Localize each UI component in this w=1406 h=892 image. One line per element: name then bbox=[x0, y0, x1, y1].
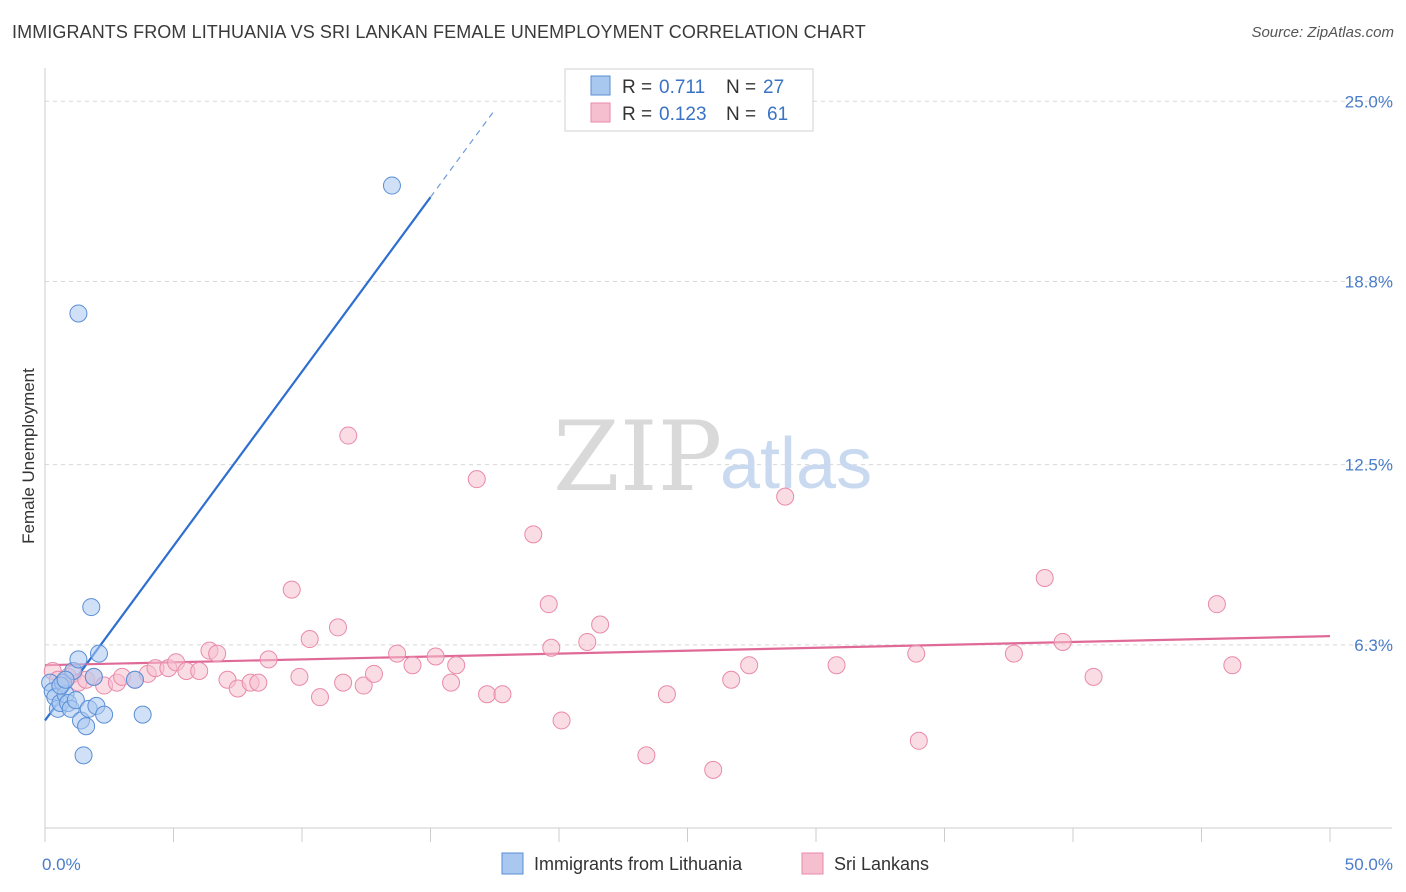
lithuania-point bbox=[125, 670, 144, 689]
sri-lankan-point bbox=[282, 580, 301, 599]
sri-lankan-point bbox=[310, 688, 329, 707]
sri-lankan-point bbox=[722, 670, 741, 689]
grid-layer bbox=[45, 100, 1392, 646]
chart-title: IMMIGRANTS FROM LITHUANIA VS SRI LANKAN … bbox=[12, 22, 866, 42]
sri-lankan-trendline bbox=[44, 635, 1331, 667]
y-tick-label: 25.0% bbox=[1345, 92, 1393, 111]
legend-swatch-sri-lankans bbox=[590, 102, 611, 123]
legend-swatch-lithuania bbox=[590, 75, 611, 96]
lithuania-point bbox=[69, 650, 88, 669]
sri-lankan-point bbox=[704, 760, 723, 779]
y-axis-label: Female Unemployment bbox=[19, 368, 38, 544]
sri-lankan-point bbox=[208, 644, 227, 663]
top-legend: R = 0.711 N = 27 R = 0.123 N = 61 bbox=[564, 68, 814, 132]
y-tick-label: 6.3% bbox=[1354, 636, 1393, 655]
x-tick-label-max: 50.0% bbox=[1345, 855, 1393, 874]
sri-lankan-point bbox=[1035, 569, 1054, 587]
sri-lankan-point bbox=[388, 644, 407, 663]
sri-lankan-point bbox=[334, 673, 353, 692]
sri-lankan-point bbox=[740, 656, 759, 675]
lithuania-point bbox=[56, 670, 75, 689]
sri-lankan-point bbox=[591, 615, 610, 634]
sri-lankan-point bbox=[339, 426, 358, 445]
sri-lankan-point bbox=[542, 638, 561, 657]
y-tick-label: 18.8% bbox=[1345, 272, 1393, 291]
sri-lankan-point bbox=[552, 711, 571, 730]
legend-r-label-1: R = bbox=[622, 77, 652, 98]
sri-lankan-point bbox=[190, 662, 209, 681]
lithuania-point bbox=[89, 644, 108, 663]
sri-lankan-point bbox=[909, 731, 928, 750]
sri-lankan-point bbox=[539, 595, 558, 614]
sri-lankan-point bbox=[1053, 632, 1072, 651]
sri-lankan-point bbox=[300, 630, 319, 649]
legend-n-value-2: 61 bbox=[767, 104, 788, 125]
chart-source: Source: ZipAtlas.com bbox=[1251, 24, 1394, 41]
sri-lankan-point bbox=[907, 644, 926, 663]
legend-r-value-2: 0.123 bbox=[659, 104, 707, 125]
x-tick-label-min: 0.0% bbox=[42, 855, 81, 874]
bottom-legend-label-lithuania: Immigrants from Lithuania bbox=[534, 854, 743, 874]
sri-lankan-point bbox=[578, 632, 597, 651]
legend-n-value-1: 27 bbox=[763, 77, 784, 98]
points-layer bbox=[41, 176, 1242, 779]
lithuania-point bbox=[382, 176, 401, 195]
sri-lankan-point bbox=[1004, 644, 1023, 663]
legend-r-label-2: R = bbox=[622, 104, 652, 125]
sri-lankan-point bbox=[1223, 656, 1242, 675]
bottom-legend-label-sri-lankans: Sri Lankans bbox=[834, 854, 929, 874]
sri-lankan-point bbox=[403, 656, 422, 675]
sri-lankan-point bbox=[249, 673, 268, 692]
legend-n-label-1: N = bbox=[726, 77, 756, 98]
lithuania-point bbox=[69, 304, 88, 323]
sri-lankan-point bbox=[493, 685, 512, 704]
bottom-legend-swatch-lithuania bbox=[501, 852, 524, 875]
lithuania-point bbox=[133, 705, 152, 724]
watermark-zip: ZIP bbox=[553, 401, 722, 513]
sri-lankan-point bbox=[827, 656, 846, 675]
bottom-legend-swatch-sri-lankans bbox=[801, 852, 824, 875]
sri-lankan-point bbox=[467, 470, 486, 489]
y-tick-label: 12.5% bbox=[1345, 456, 1393, 475]
sri-lankan-point bbox=[776, 487, 795, 506]
lithuania-trendline-extension bbox=[430, 109, 496, 198]
sri-lankan-point bbox=[426, 647, 445, 666]
lithuania-point bbox=[82, 598, 101, 617]
sri-lankan-point bbox=[1207, 595, 1226, 614]
lithuania-point bbox=[66, 691, 85, 710]
watermark: ZIP atlas bbox=[553, 401, 872, 513]
watermark-atlas: atlas bbox=[720, 424, 872, 504]
legend-n-label-2: N = bbox=[726, 104, 756, 125]
lithuania-point bbox=[77, 717, 96, 736]
lithuania-trendline bbox=[44, 196, 432, 722]
sri-lankan-point bbox=[447, 656, 466, 675]
axis-layer: 6.3% 12.5% 18.8% 25.0% 0.0% 50.0% bbox=[42, 68, 1393, 874]
sri-lankan-point bbox=[364, 664, 383, 683]
lithuania-point bbox=[84, 667, 103, 686]
lithuania-point bbox=[74, 746, 93, 765]
legend-r-value-1: 0.711 bbox=[659, 77, 705, 98]
sri-lankan-point bbox=[328, 618, 347, 637]
sri-lankan-point bbox=[259, 650, 278, 669]
sri-lankan-point bbox=[354, 676, 373, 695]
lithuania-point bbox=[95, 705, 114, 724]
trend-layer bbox=[44, 109, 1331, 722]
sri-lankan-point bbox=[524, 525, 543, 544]
sri-lankan-point bbox=[637, 746, 656, 765]
bottom-legend: Immigrants from Lithuania Sri Lankans bbox=[501, 852, 929, 875]
sri-lankan-point bbox=[1084, 667, 1103, 686]
sri-lankan-point bbox=[290, 667, 309, 686]
sri-lankan-point bbox=[442, 673, 461, 692]
sri-lankan-point bbox=[478, 685, 497, 704]
sri-lankan-point bbox=[657, 685, 676, 704]
